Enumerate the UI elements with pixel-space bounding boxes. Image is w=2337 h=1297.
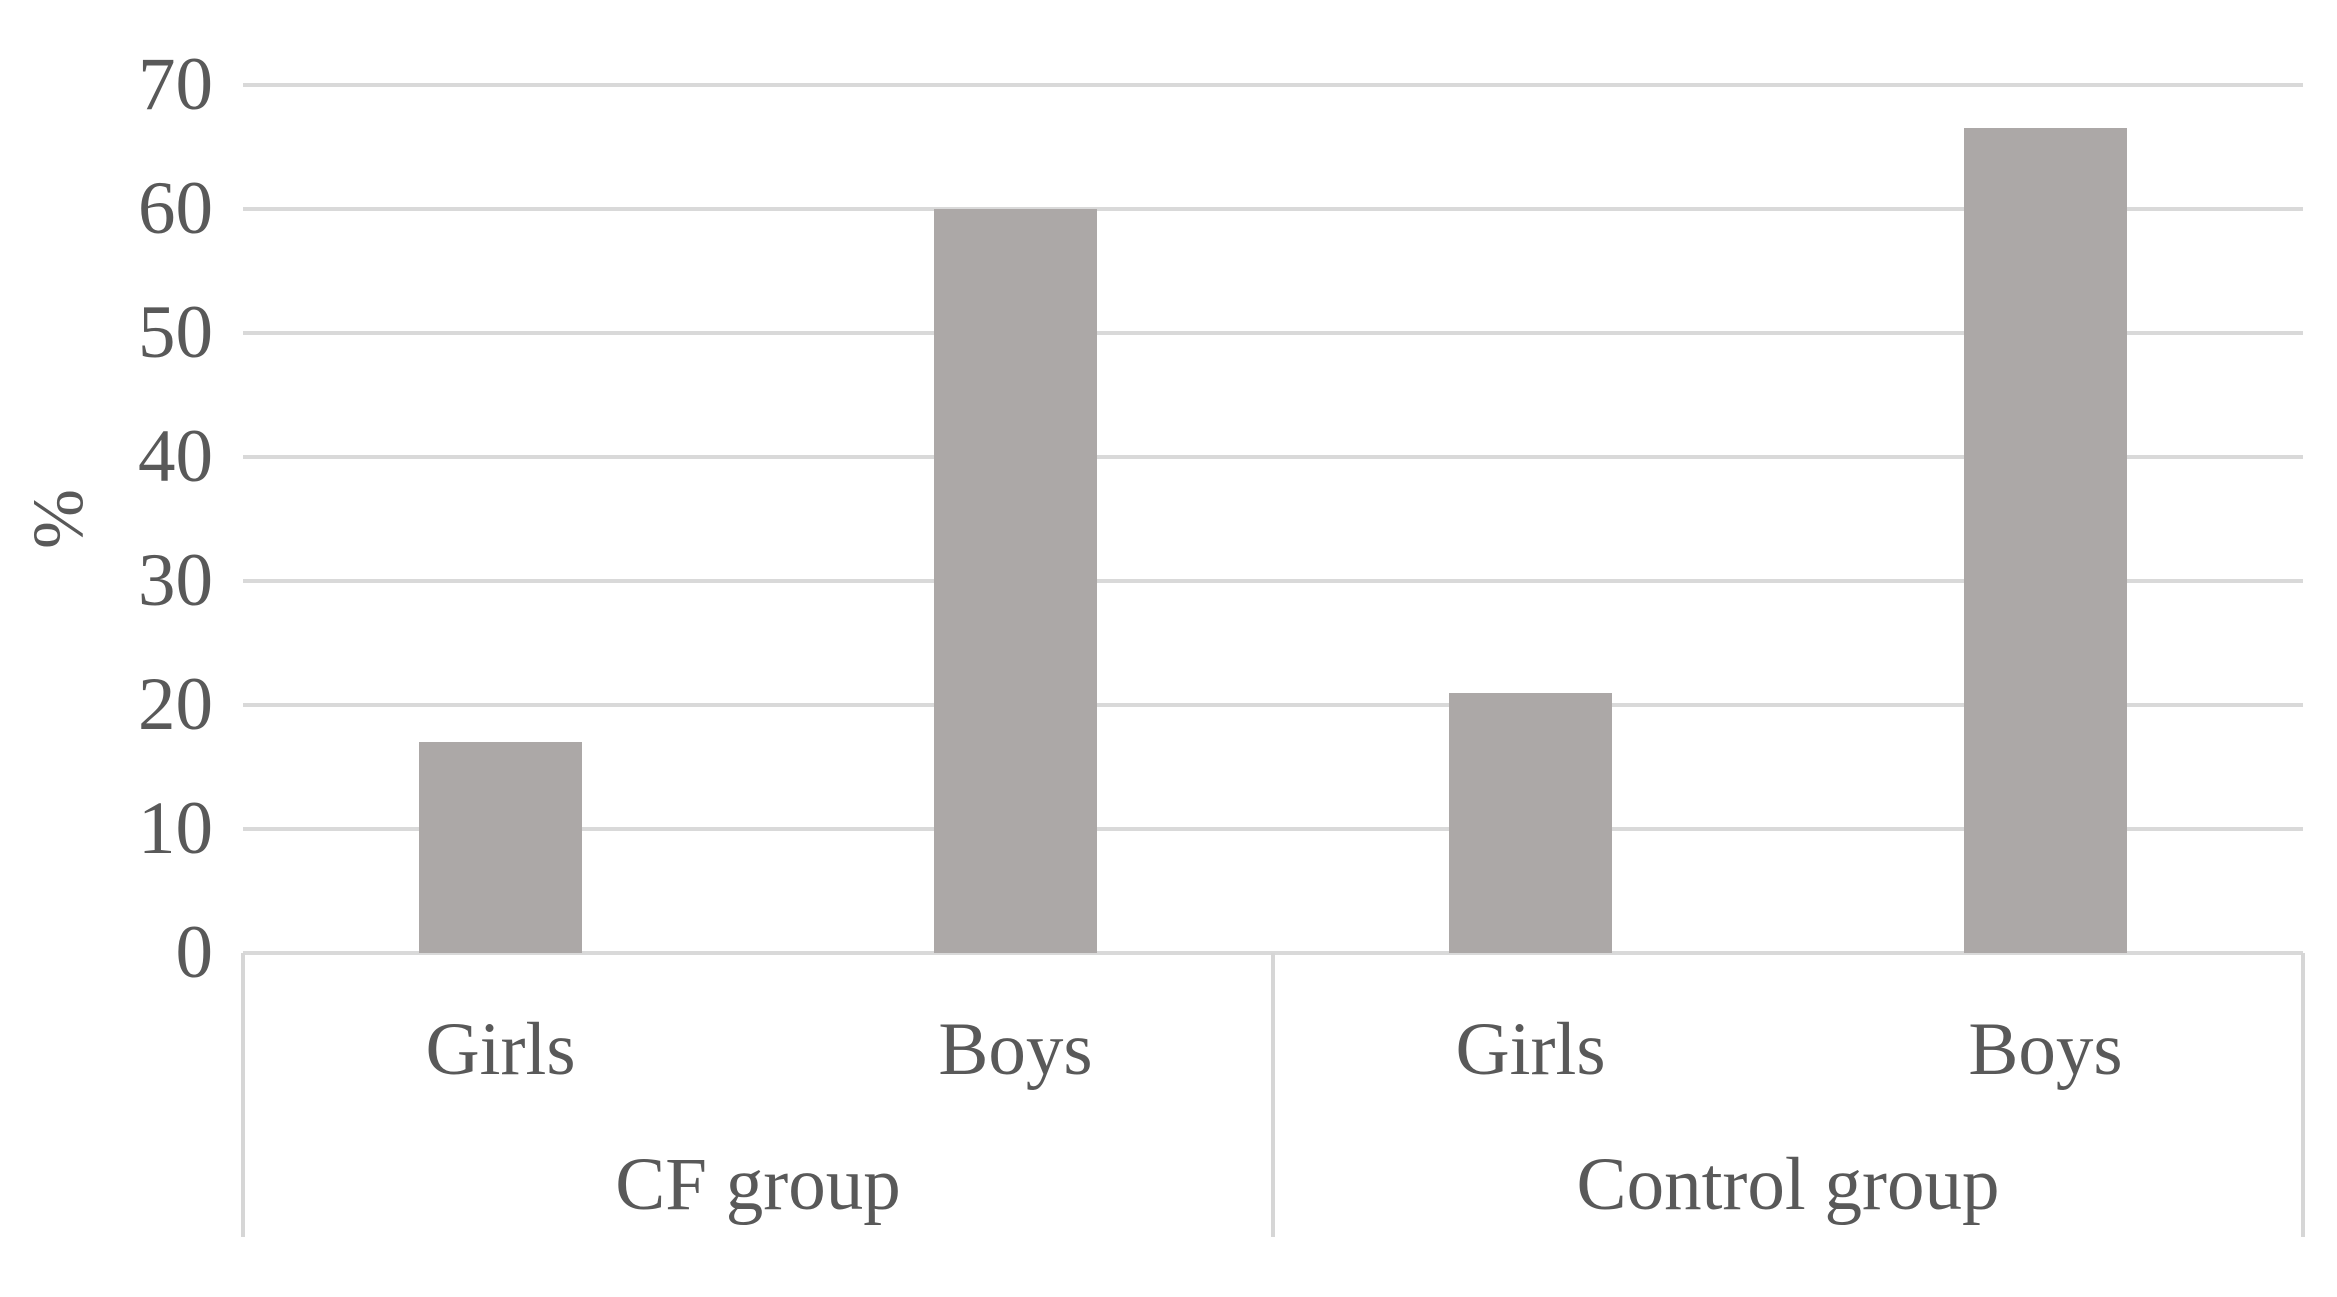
category-box-left-border — [241, 953, 245, 1237]
y-tick-label-20: 20 — [138, 663, 213, 746]
bar-cf-group-girls — [419, 742, 582, 953]
group-label: CF group — [615, 1143, 901, 1226]
y-tick-label-0: 0 — [175, 911, 214, 994]
gridline-60 — [243, 207, 2303, 211]
y-tick-label-30: 30 — [138, 539, 213, 622]
y-tick-label-50: 50 — [138, 291, 213, 374]
category-label: Boys — [938, 1008, 1093, 1091]
gridline-40 — [243, 455, 2303, 459]
gridline-70 — [243, 83, 2303, 87]
gridline-20 — [243, 703, 2303, 707]
y-tick-label-60: 60 — [138, 167, 213, 250]
bar-control-group-girls — [1449, 692, 1612, 953]
gridline-50 — [243, 331, 2303, 335]
category-label: Girls — [425, 1008, 576, 1091]
gridline-30 — [243, 579, 2303, 583]
y-tick-label-10: 10 — [138, 787, 213, 870]
y-tick-label-70: 70 — [138, 43, 213, 126]
category-label: Girls — [1455, 1008, 1606, 1091]
y-tick-label-40: 40 — [138, 415, 213, 498]
category-group-separator — [1271, 953, 1275, 1237]
bar-control-group-boys — [1964, 128, 2127, 953]
group-label: Control group — [1576, 1143, 2000, 1226]
category-box-right-border — [2301, 953, 2305, 1237]
bar-cf-group-boys — [934, 209, 1097, 953]
category-label: Boys — [1968, 1008, 2123, 1091]
gridline-10 — [243, 827, 2303, 831]
